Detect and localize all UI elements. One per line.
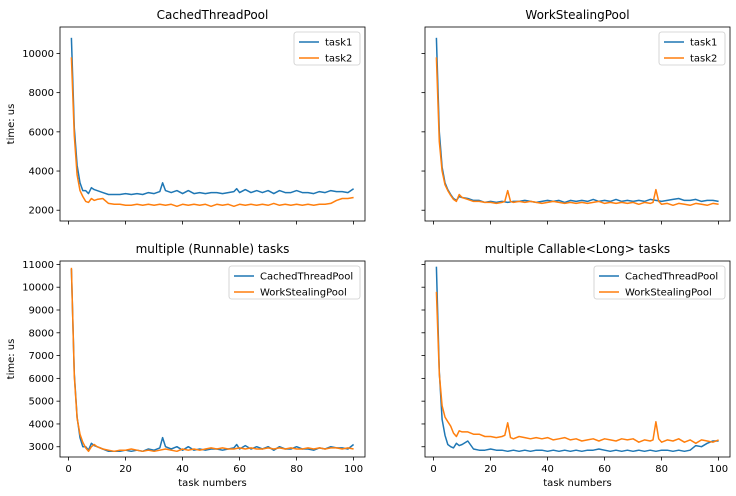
axes-frame [59,260,366,458]
y-tick-label: 6000 [29,374,54,385]
subplot-4: 0 20 40 60 80 100 multiple Callable<Long> task… [421,242,731,489]
legend-label-1: task1 [325,38,352,49]
x-tick-label: 80 [290,464,303,475]
legend-box [293,31,361,66]
chart-title: CachedThreadPool [157,8,269,22]
series-line-1 [70,37,355,196]
series-line-2 [435,291,719,445]
x-tick-label: 100 [709,464,728,475]
x-tick-label: 0 [65,464,71,475]
series-line-1 [435,266,719,453]
x-tick-label: 60 [233,464,246,475]
y-tick-label: 10000 [22,49,54,60]
y-tick-label: 2000 [29,206,54,217]
x-tick-label: 60 [598,464,611,475]
x-tick-label: 100 [344,464,363,475]
axes-frame [59,26,366,222]
x-tick-label: 20 [484,464,497,475]
legend: task1 task2 [293,31,361,66]
y-tick-label: 5000 [29,397,54,408]
x-tick-label: 20 [119,464,132,475]
series-line-2 [435,57,719,207]
y-tick-label: 4000 [29,419,54,430]
y-tick-label: 8000 [29,88,54,99]
series-line-2 [70,57,354,208]
chart-title: multiple (Runnable) tasks [136,242,290,256]
legend-label-2: WorkStealingPool [625,288,712,299]
x-tick-label: 40 [541,464,554,475]
axes-frame [424,26,731,222]
legend-label-2: task2 [325,54,352,65]
y-tick-label: 9000 [29,306,54,317]
subplot-1: 2000 4000 6000 8000 10000 CachedThreadPool tim… [6,8,366,225]
y-tick-label: 3000 [29,442,54,453]
chart-title: multiple Callable<Long> tasks [485,242,670,256]
y-tick-label: 7000 [29,351,54,362]
y-axis-label: time: us [6,104,17,145]
legend-label-2: task2 [690,54,717,65]
x-axis-label: task numbers [178,478,246,489]
y-tick-label: 8000 [29,328,54,339]
y-tick-label: 4000 [29,167,54,178]
subplot-3: 0 20 40 60 80 100 3000 4000 5000 6000 7000 8000 9000… [6,242,366,489]
chart-title: WorkStealingPool [525,8,629,22]
y-tick-label: 10000 [22,283,54,294]
legend-label-1: CachedThreadPool [260,272,353,283]
legend: task1 task2 [658,31,726,66]
y-axis-label: time: us [6,339,17,380]
legend-box [593,265,726,300]
legend: CachedThreadPool WorkStealingPool [228,265,361,300]
x-axis-label: task numbers [543,478,611,489]
x-tick-label: 0 [430,464,436,475]
legend-box [228,265,361,300]
legend-label-1: CachedThreadPool [625,272,718,283]
y-tick-label: 11000 [22,260,54,271]
series-line-2 [70,267,354,453]
x-tick-label: 40 [176,464,189,475]
subplot-2: WorkStealingPool task1 task2 [421,8,731,225]
legend: CachedThreadPool WorkStealingPool [593,265,726,300]
legend-label-1: task1 [690,38,717,49]
axes-frame [424,260,731,458]
legend-box [658,31,726,66]
legend-label-2: WorkStealingPool [260,288,347,299]
y-tick-label: 6000 [29,127,54,138]
x-tick-label: 80 [655,464,668,475]
